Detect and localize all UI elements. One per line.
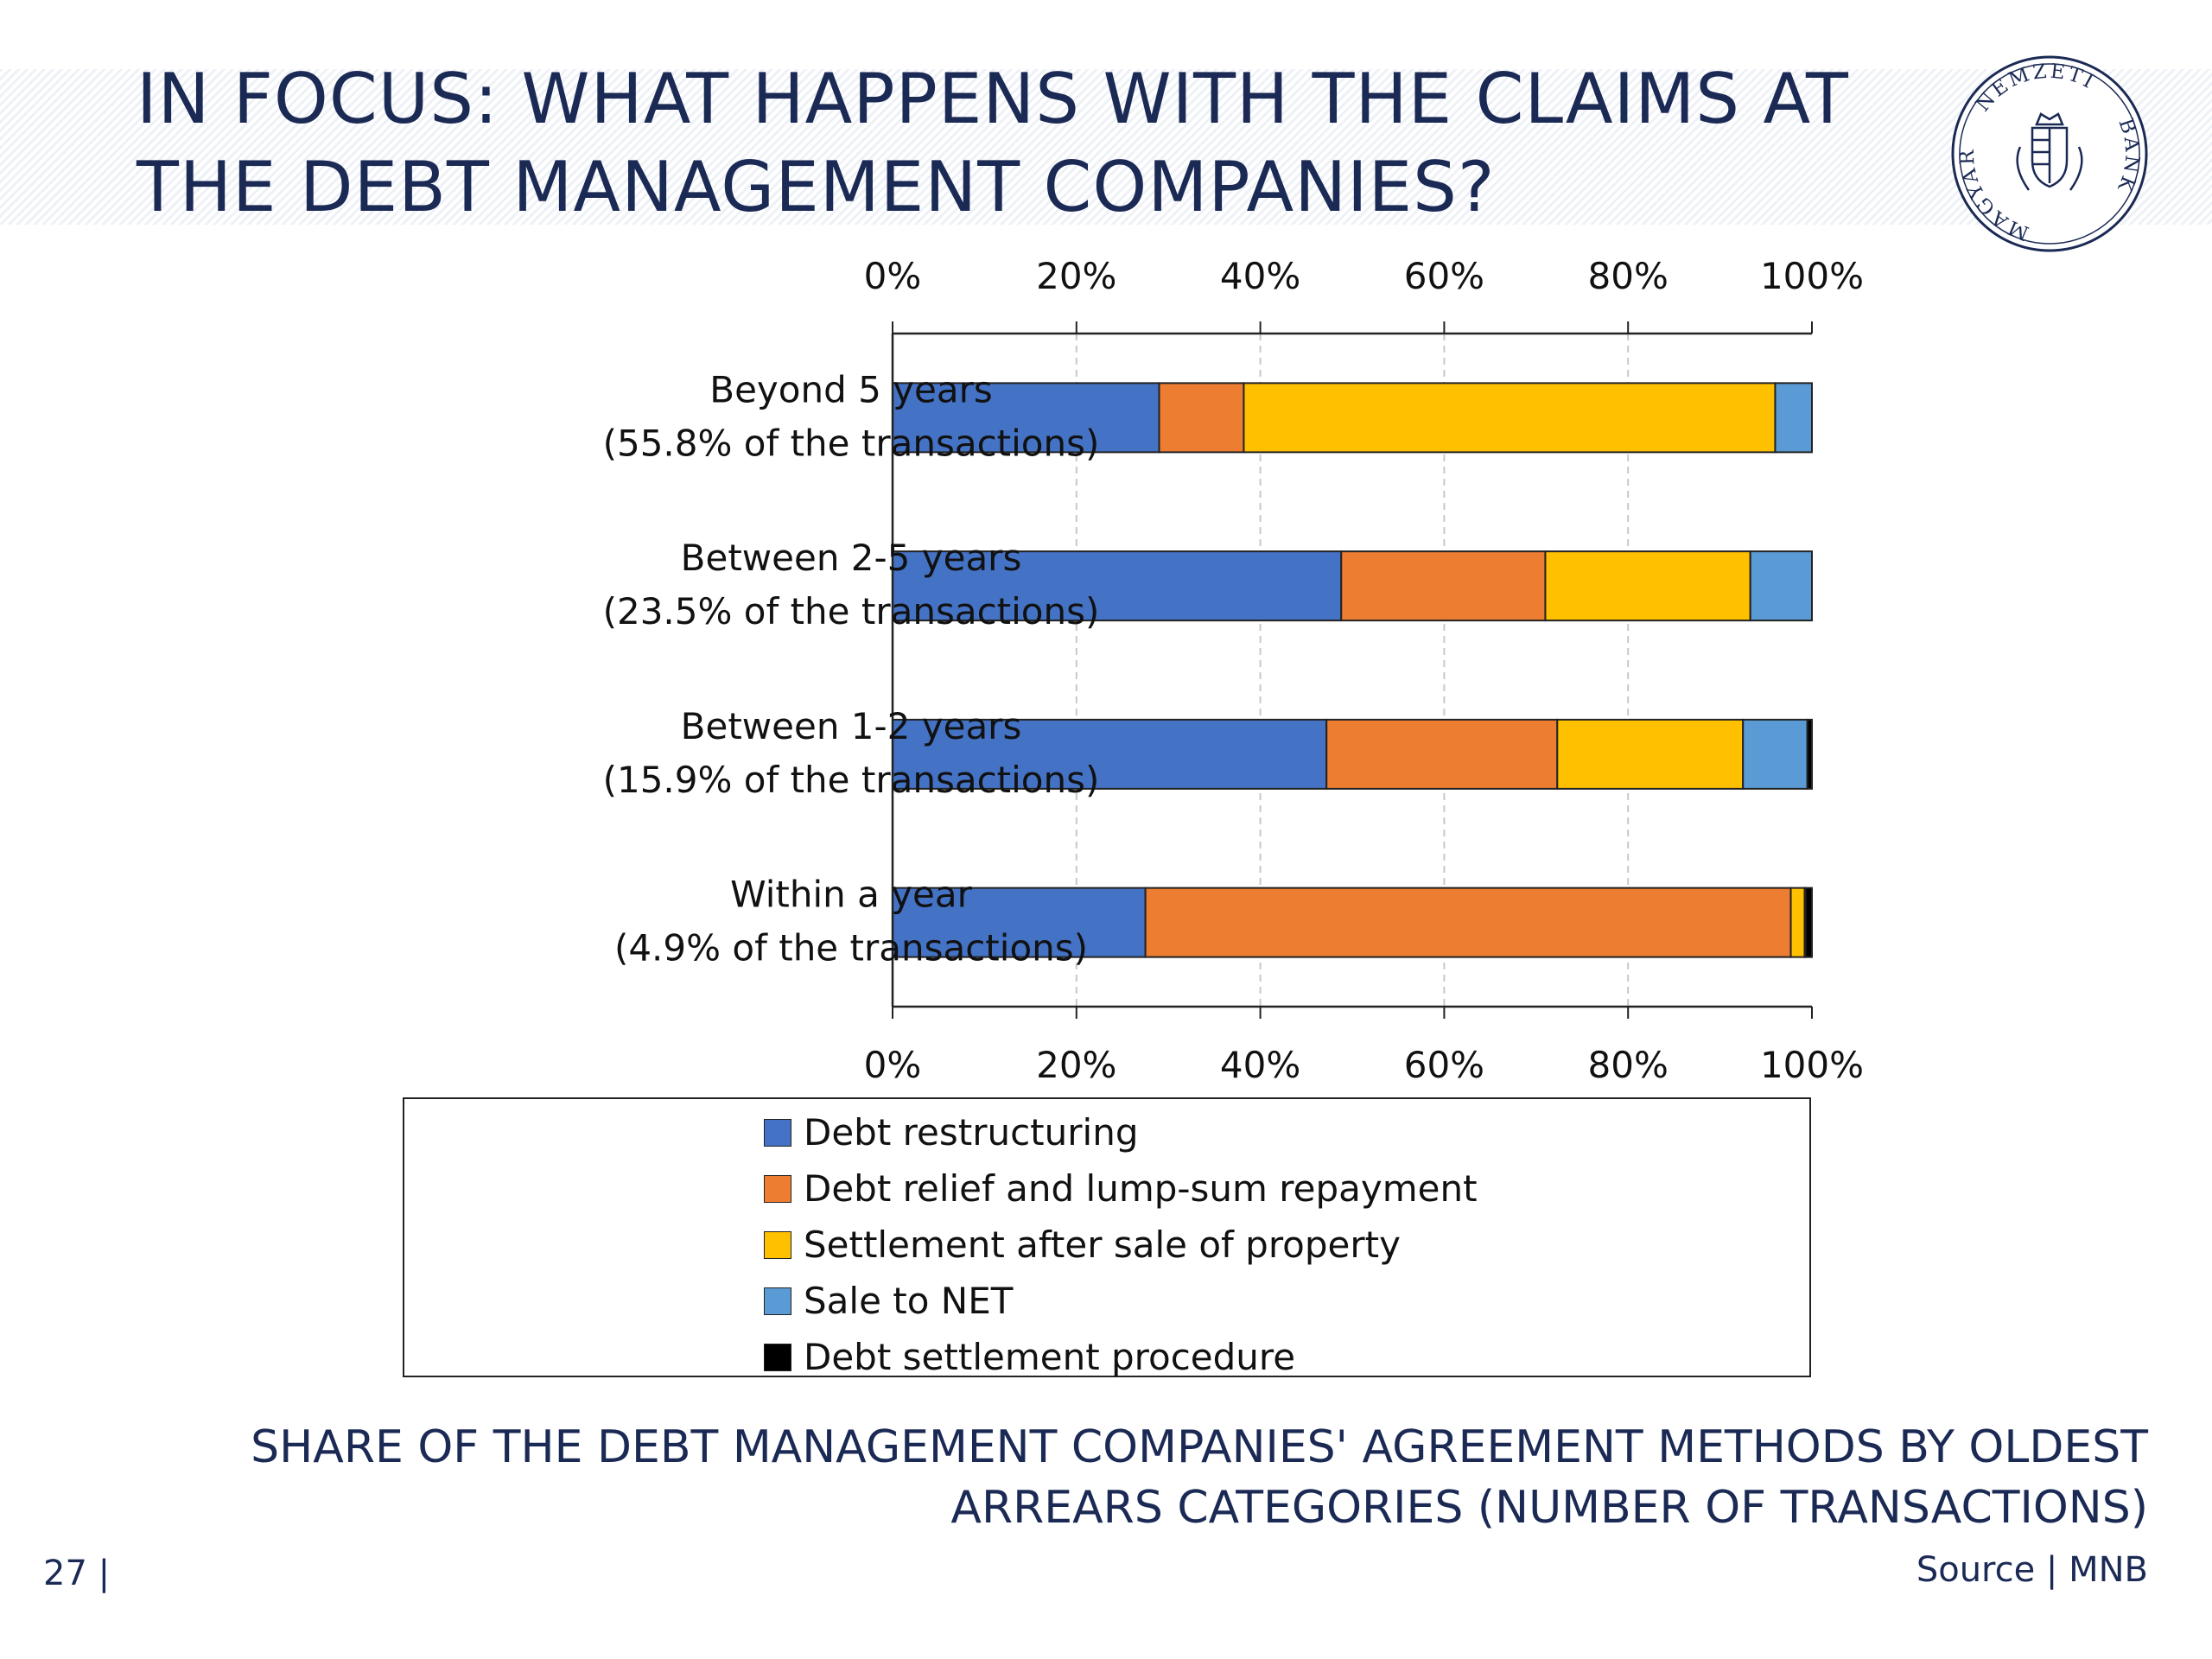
bars xyxy=(892,382,1814,958)
legend-item: Debt settlement procedure xyxy=(764,1329,1478,1385)
x-tick-label-bottom: 0% xyxy=(864,1044,922,1086)
bar-segment xyxy=(1774,382,1813,454)
legend-label: Settlement after sale of property xyxy=(804,1224,1401,1266)
bar-segment xyxy=(1789,887,1806,958)
x-tick-label-top: 20% xyxy=(1036,255,1116,297)
bar-segment xyxy=(1144,887,1792,958)
legend-item: Settlement after sale of property xyxy=(764,1217,1478,1273)
x-tick-label-top: 60% xyxy=(1404,255,1484,297)
legend-label: Debt settlement procedure xyxy=(804,1336,1296,1378)
bar-segment xyxy=(1325,718,1559,790)
legend-swatch xyxy=(764,1118,791,1147)
category-label: (23.5% of the transactions) xyxy=(603,590,1100,632)
x-tick-label-top: 100% xyxy=(1760,255,1864,297)
bar-segment xyxy=(1556,718,1745,790)
x-tick-label-bottom: 40% xyxy=(1220,1044,1300,1086)
slide-title: IN FOCUS: WHAT HAPPENS WITH THE CLAIMS A… xyxy=(137,59,1849,227)
coat-of-arms-icon xyxy=(2016,112,2083,191)
x-tick-label-top: 40% xyxy=(1220,255,1300,297)
bar-segment xyxy=(892,550,1343,622)
legend-label: Debt restructuring xyxy=(804,1111,1139,1154)
category-label: (15.9% of the transactions) xyxy=(603,759,1100,801)
legend-item: Debt restructuring xyxy=(764,1104,1478,1160)
bar-segment xyxy=(1804,887,1814,958)
x-tick-label-bottom: 60% xyxy=(1404,1044,1484,1086)
legend-list: Debt restructuring Debt relief and lump-s… xyxy=(764,1104,1478,1385)
x-tick-label-top: 0% xyxy=(864,255,922,297)
bar-segment xyxy=(892,718,1328,790)
category-label: Between 1-2 years xyxy=(681,705,1022,747)
legend-label: Sale to NET xyxy=(804,1280,1014,1322)
legend-swatch xyxy=(764,1343,791,1371)
bar-segment xyxy=(1340,550,1547,622)
bar-segment xyxy=(1158,382,1245,454)
header-band xyxy=(0,69,2212,225)
category-label: Between 2-5 years xyxy=(681,537,1022,579)
legend: Debt restructuring Debt relief and lump-s… xyxy=(403,1097,1811,1378)
source-label: Source | MNB xyxy=(1916,1550,2148,1590)
category-labels: Beyond 5 years (55.8% of the transactions… xyxy=(603,368,1100,969)
category-label: Within a year xyxy=(730,874,973,916)
bar-segment xyxy=(1243,382,1777,454)
legend-swatch xyxy=(764,1230,791,1259)
legend-item: Sale to NET xyxy=(764,1273,1478,1329)
category-label: Beyond 5 years xyxy=(709,368,993,410)
axes: 0% 0% 20% 20% 40% 40% 60% 60% 80% 80% 100% 100% xyxy=(864,255,1864,1086)
x-tick-label-bottom: 100% xyxy=(1760,1044,1864,1086)
category-label: (55.8% of the transactions) xyxy=(603,422,1100,464)
legend-swatch xyxy=(764,1174,791,1203)
chart-title: SHARE OF THE DEBT MANAGEMENT COMPANIES' … xyxy=(251,1421,2148,1534)
legend-item: Debt relief and lump-sum repayment xyxy=(764,1160,1478,1217)
bar-segment xyxy=(892,382,1160,454)
bar-segment xyxy=(1544,550,1751,622)
page-number: 27 | xyxy=(43,1554,111,1593)
mnb-logo: MAGYAR NEMZETI BANK xyxy=(1951,55,2148,252)
category-label: (4.9% of the transactions) xyxy=(614,927,1088,969)
x-tick-label-bottom: 20% xyxy=(1036,1044,1116,1086)
x-tick-label-top: 80% xyxy=(1588,255,1669,297)
bar-segment xyxy=(1806,718,1813,790)
bar-segment xyxy=(892,887,1147,958)
bar-segment xyxy=(1742,718,1808,790)
bar-segment xyxy=(1749,550,1814,622)
legend-label: Debt relief and lump-sum repayment xyxy=(804,1167,1478,1210)
legend-swatch xyxy=(764,1287,791,1315)
x-tick-label-bottom: 80% xyxy=(1588,1044,1669,1086)
